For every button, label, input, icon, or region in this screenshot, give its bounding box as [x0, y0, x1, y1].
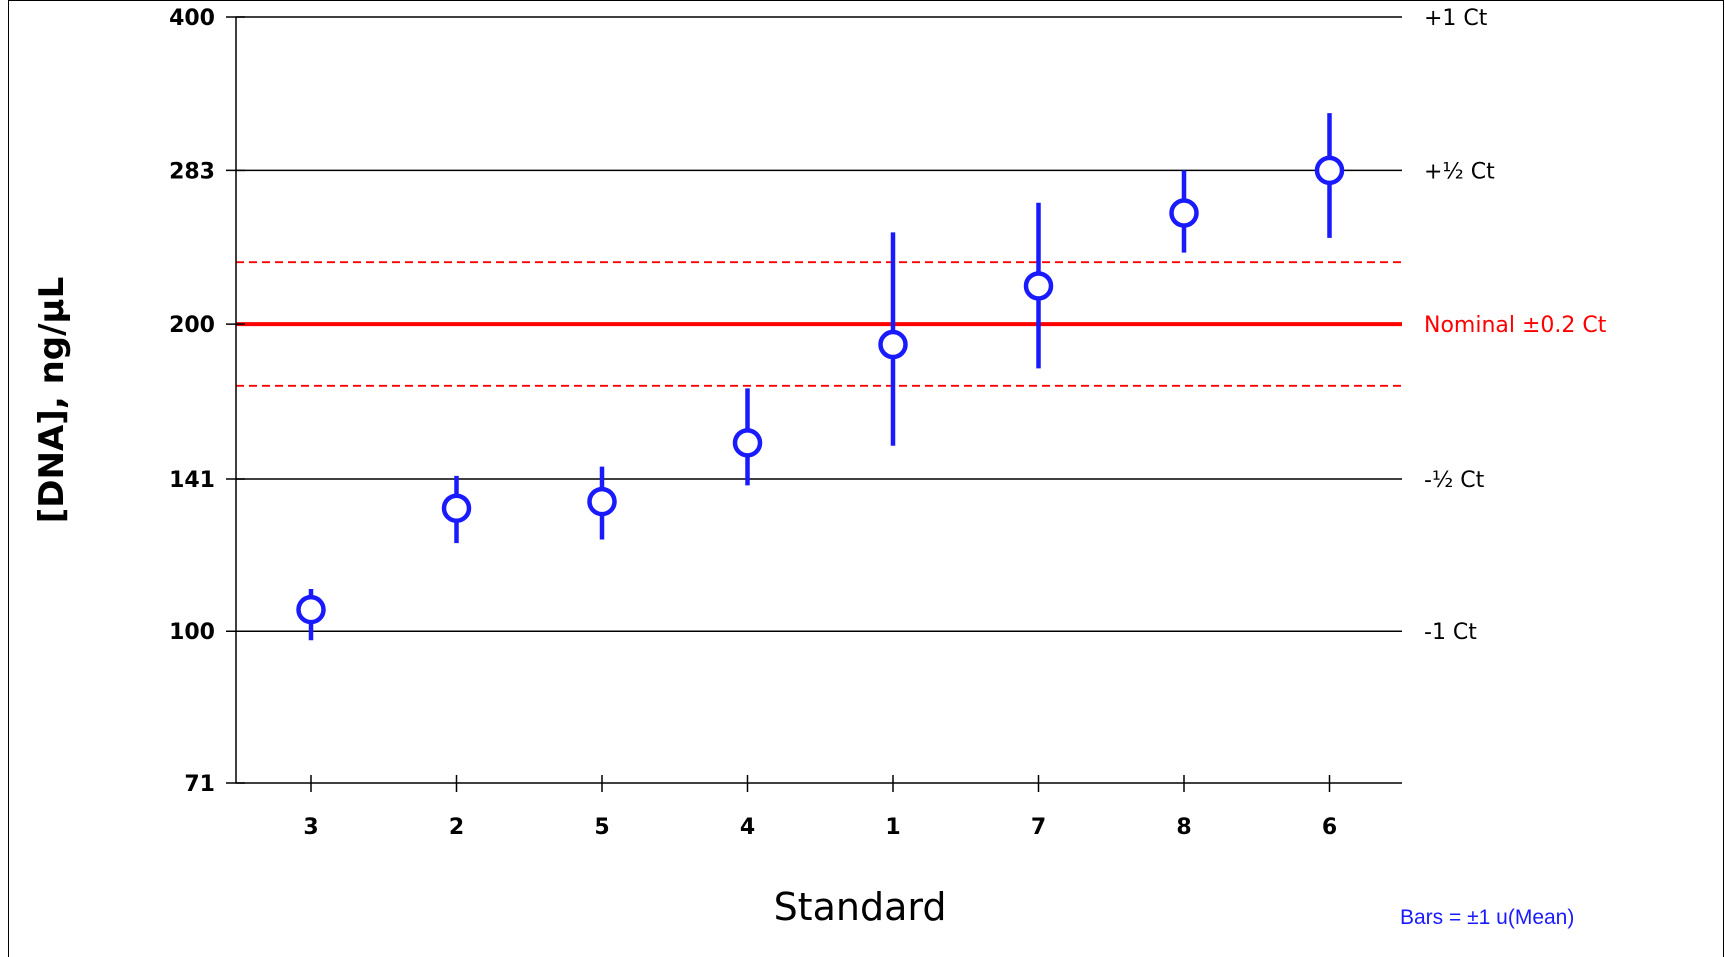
data-point: [878, 329, 908, 360]
reference-line-label: Nominal ±0.2 Ct: [1424, 313, 1607, 338]
data-point: [441, 493, 472, 523]
y-axis-title: [DNA], ng/µL: [32, 277, 72, 523]
y-tick-label: 200: [169, 313, 215, 338]
reference-line-label: -1 Ct: [1424, 620, 1477, 645]
data-point: [1314, 155, 1345, 186]
data-point: [1023, 271, 1054, 301]
y-tick-label: 100: [169, 620, 215, 645]
x-tick-label: 8: [1176, 815, 1191, 840]
x-tick-label: 7: [1031, 815, 1046, 840]
data-point: [732, 428, 763, 458]
y-tick-label: 141: [169, 468, 215, 493]
y-tick-label: 283: [169, 159, 215, 184]
x-tick-label: 4: [740, 815, 755, 840]
y-tick-label: 71: [184, 772, 215, 797]
y-tick-label: 400: [169, 6, 215, 31]
x-tick-label: 1: [885, 815, 900, 840]
data-point: [296, 594, 326, 625]
x-tick-label: 6: [1322, 815, 1337, 840]
reference-line-label: +1 Ct: [1424, 6, 1488, 31]
data-point: [587, 486, 617, 517]
x-tick-label: 3: [303, 815, 318, 840]
reference-line-label: -½ Ct: [1424, 468, 1485, 493]
x-tick-label: 5: [594, 815, 609, 840]
x-axis-title: Standard: [774, 885, 947, 929]
x-tick-label: 2: [449, 815, 464, 840]
chart-frame: [8, 0, 1724, 957]
reference-line-label: +½ Ct: [1424, 159, 1495, 184]
bars-note: Bars = ±1 u(Mean): [1400, 906, 1574, 929]
data-point: [1169, 198, 1199, 228]
